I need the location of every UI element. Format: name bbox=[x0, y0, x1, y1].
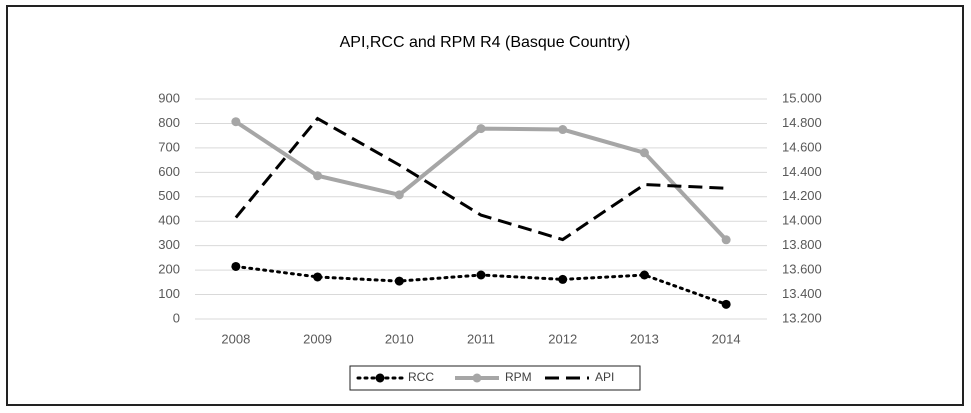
y-tick-label: 400 bbox=[158, 213, 180, 228]
y2-tick-label: 13.400 bbox=[782, 286, 822, 301]
x-tick-label: 2008 bbox=[221, 331, 250, 346]
point bbox=[721, 299, 731, 309]
point bbox=[476, 124, 486, 134]
y-tick-label: 300 bbox=[158, 237, 180, 252]
y2-tick-label: 13.800 bbox=[782, 237, 822, 252]
x-tick-label: 2010 bbox=[385, 331, 414, 346]
point bbox=[639, 148, 649, 158]
legend-label: RCC bbox=[408, 370, 434, 384]
y2-tick-label: 13.200 bbox=[782, 310, 822, 325]
y2-tick-label: 15.000 bbox=[782, 90, 822, 105]
point bbox=[313, 272, 323, 282]
point bbox=[231, 261, 241, 271]
point bbox=[313, 171, 323, 181]
y-tick-label: 700 bbox=[158, 139, 180, 154]
point bbox=[721, 235, 731, 245]
y2-tick-label: 14.800 bbox=[782, 115, 822, 130]
point bbox=[558, 274, 568, 284]
y-tick-label: 200 bbox=[158, 262, 180, 277]
legend-marker bbox=[375, 373, 385, 383]
y-tick-label: 800 bbox=[158, 115, 180, 130]
x-tick-label: 2012 bbox=[548, 331, 577, 346]
y-tick-label: 900 bbox=[158, 90, 180, 105]
y2-tick-label: 14.400 bbox=[782, 164, 822, 179]
point bbox=[394, 276, 404, 286]
x-tick-label: 2009 bbox=[303, 331, 332, 346]
x-tick-label: 2013 bbox=[630, 331, 659, 346]
y-tick-label: 100 bbox=[158, 286, 180, 301]
legend-marker bbox=[472, 373, 482, 383]
legend-label: API bbox=[595, 370, 614, 384]
series-line bbox=[234, 116, 727, 242]
point bbox=[476, 270, 486, 280]
y-tick-label: 500 bbox=[158, 188, 180, 203]
y2-tick-label: 13.600 bbox=[782, 262, 822, 277]
point bbox=[231, 117, 241, 127]
x-tick-label: 2014 bbox=[712, 331, 741, 346]
x-tick-label: 2011 bbox=[467, 331, 495, 346]
chart-frame bbox=[6, 5, 964, 406]
y-tick-label: 600 bbox=[158, 164, 180, 179]
y2-tick-label: 14.000 bbox=[782, 213, 822, 228]
chart-title: API,RCC and RPM R4 (Basque Country) bbox=[340, 34, 631, 51]
point bbox=[639, 270, 649, 280]
point bbox=[394, 190, 404, 200]
point bbox=[558, 125, 568, 135]
legend-label: RPM bbox=[505, 370, 532, 384]
y2-tick-label: 14.200 bbox=[782, 188, 822, 203]
y2-tick-label: 14.600 bbox=[782, 139, 822, 154]
y-tick-label: 0 bbox=[173, 310, 180, 325]
